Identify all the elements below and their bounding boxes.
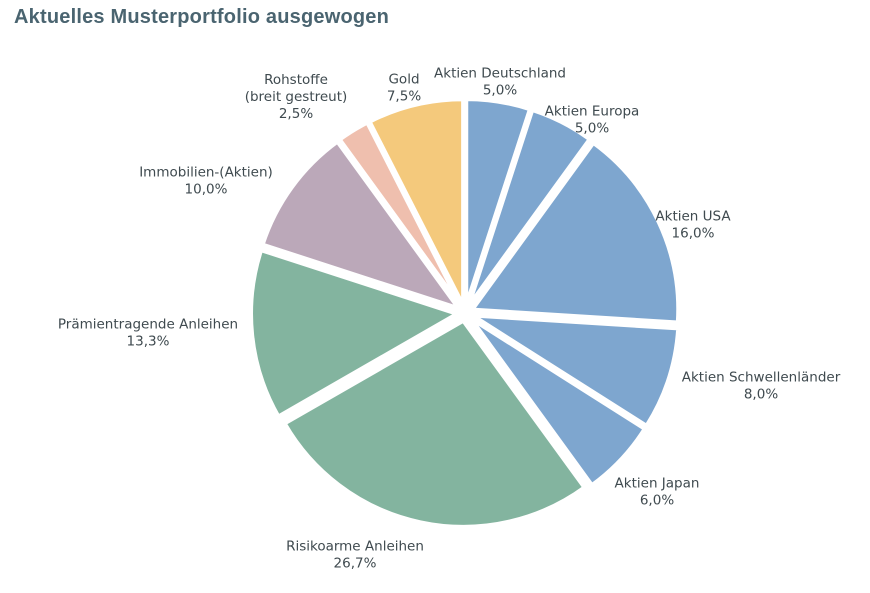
slice-label-immobilien-aktien: Immobilien-(Aktien) 10,0% [139, 165, 273, 198]
pie-slice-risikoarme-anleihen [282, 318, 587, 529]
slice-label-aktien-deutschland: Aktien Deutschland 5,0% [434, 66, 566, 99]
slice-label-risikoarme-anleihen: Risikoarme Anleihen 26,7% [286, 539, 424, 572]
slice-label-aktien-schwellenlaender: Aktien Schwellenländer 8,0% [682, 370, 841, 403]
slice-label-gold: Gold 7,5% [387, 72, 421, 105]
pie-slice-immobilien-aktien [260, 139, 461, 311]
pie-slice-praemientragende-anleihen [249, 248, 460, 419]
slice-label-praemientragende-anleihen: Prämientragende Anleihen 13,3% [58, 317, 238, 350]
pie-slice-aktien-schwellenlaender [470, 313, 681, 428]
pie-slice-aktien-usa [470, 140, 681, 325]
pie-slice-rohstoffe-breit-gestreut [337, 120, 463, 309]
slice-label-aktien-japan: Aktien Japan 6,0% [615, 476, 700, 509]
pie-slice-aktien-europa [466, 107, 592, 308]
chart-title: Aktuelles Musterportfolio ausgewogen [14, 6, 390, 28]
pie-slice-aktien-japan [468, 316, 647, 488]
slice-label-rohstoffe-breit-gestreut: Rohstoffe (breit gestreut) 2,5% [245, 72, 348, 122]
pie-slice-aktien-deutschland [464, 97, 532, 308]
slice-label-aktien-europa: Aktien Europa 5,0% [545, 104, 640, 137]
slice-label-aktien-usa: Aktien USA 16,0% [655, 209, 731, 242]
pie-slice-gold [367, 97, 466, 308]
